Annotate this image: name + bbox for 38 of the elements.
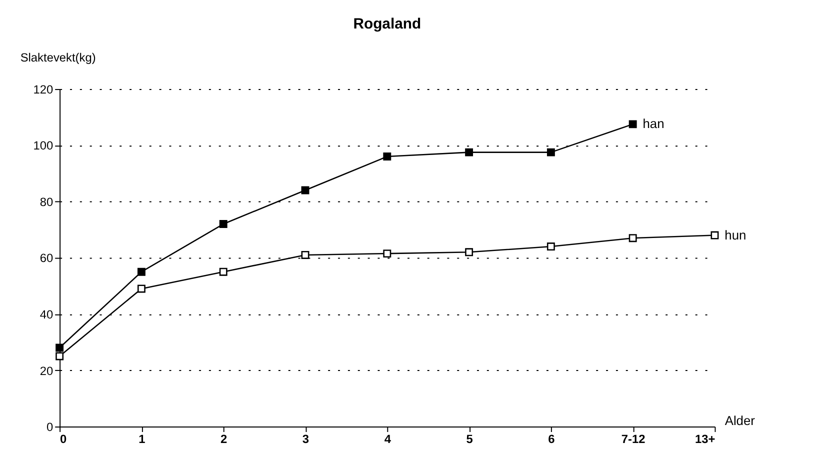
y-tick-label: 20	[40, 364, 54, 378]
x-axis-title: Alder	[724, 413, 756, 428]
point	[137, 284, 146, 293]
point	[56, 352, 64, 360]
x-tick-label: 2	[220, 432, 228, 446]
x-tick-label: 5	[466, 432, 474, 446]
point	[56, 344, 64, 352]
y-tick-label: 100	[33, 138, 54, 153]
point	[465, 148, 474, 156]
series-label: hun	[724, 227, 746, 242]
x-tick-label: 7-12	[621, 432, 646, 446]
point	[628, 234, 637, 242]
point	[465, 248, 474, 256]
point	[301, 250, 310, 259]
x-tick-label: 6	[548, 432, 556, 446]
x-tick-label: 1	[138, 432, 146, 446]
point	[301, 186, 310, 194]
point	[546, 242, 555, 251]
point	[383, 250, 392, 258]
point	[546, 148, 555, 156]
point	[137, 268, 146, 276]
point	[628, 120, 637, 128]
y-tick-label: 120	[33, 82, 54, 96]
x-tick-label: 4	[384, 432, 392, 446]
point	[710, 231, 719, 240]
y-tick-label: 0	[46, 420, 54, 434]
series-label: han	[642, 116, 664, 132]
x-tick-label: 13+	[695, 432, 716, 446]
y-tick-label: 40	[40, 308, 54, 322]
y-tick-label: 60	[40, 251, 54, 266]
x-tick-label: 0	[60, 432, 68, 446]
y-tick-label: 80	[40, 194, 54, 209]
point	[383, 152, 392, 160]
y-axis-title: Slaktevekt(kg)	[20, 50, 96, 65]
x-tick-label: 3	[302, 432, 310, 446]
point	[219, 268, 228, 276]
chart-title: Rogaland	[353, 16, 422, 32]
point	[219, 220, 228, 228]
